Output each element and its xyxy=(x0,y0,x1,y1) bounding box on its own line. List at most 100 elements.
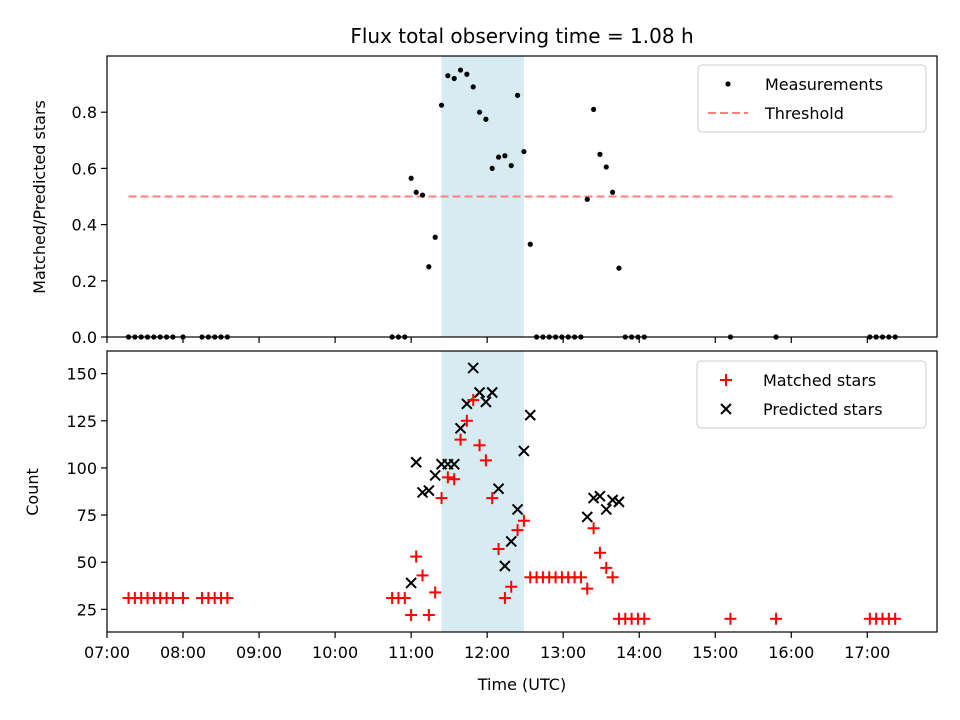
measurement-point xyxy=(483,116,489,122)
measurement-point xyxy=(445,73,451,79)
predicted-star-point xyxy=(492,482,505,495)
measurement-point xyxy=(527,241,533,247)
matched-star-point xyxy=(441,471,454,484)
predicted-star-point xyxy=(480,396,492,408)
predicted-star-point xyxy=(505,535,517,548)
matched-star-point xyxy=(581,582,594,595)
measurement-point xyxy=(495,154,502,160)
y-tick-label: 0.8 xyxy=(72,103,97,122)
matched-star-point xyxy=(724,612,737,625)
measurement-point xyxy=(419,192,426,198)
matched-star-point xyxy=(221,592,234,605)
legend: Matched stars Predicted stars xyxy=(696,360,927,429)
legend: Measurements Threshold xyxy=(697,64,927,133)
predicted-star-point xyxy=(405,577,417,589)
y-tick-label: 0.6 xyxy=(72,159,97,178)
matched-star-point xyxy=(593,546,606,559)
matched-star-point xyxy=(486,492,499,505)
matched-star-point xyxy=(498,592,511,605)
predicted-star-point xyxy=(467,362,479,374)
y-axis-ticks: 25 50 75 100 125 150 xyxy=(66,365,107,619)
matched-star-point xyxy=(454,433,467,446)
measurement-point xyxy=(502,153,508,159)
matched-star-point xyxy=(166,592,179,605)
matched-star-point xyxy=(505,580,518,593)
measurement-point xyxy=(438,102,445,108)
x-axis-ticks: 07:00 08:00 09:00 10:00 11:00 12:00 13:00 14:00… xyxy=(84,632,890,662)
matched-star-point xyxy=(492,543,505,556)
measurement-point xyxy=(514,92,521,98)
bottom-panel: 25 50 75 100 125 150 07:00 08:00 09:00 10:00 11:0… xyxy=(23,350,938,694)
predicted-star-point xyxy=(524,409,536,421)
matched-star-point xyxy=(405,609,418,622)
legend-label-measurements: Measurements xyxy=(765,75,883,94)
y-tick-label: 0.4 xyxy=(72,216,97,235)
legend-marker-matched xyxy=(720,374,732,386)
legend-marker-measurements xyxy=(725,81,731,87)
matched-star-point xyxy=(511,524,524,537)
x-tick-label: 14:00 xyxy=(616,643,662,662)
matched-star-point xyxy=(638,612,651,625)
matched-star-point xyxy=(416,569,429,582)
predicted-star-point xyxy=(600,503,612,516)
x-axis-label: Time (UTC) xyxy=(477,675,566,694)
legend-label-predicted: Predicted stars xyxy=(763,400,883,419)
measurement-point xyxy=(408,175,414,181)
y-tick-label: 0.2 xyxy=(72,272,97,291)
predicted-stars-points xyxy=(405,362,625,589)
matched-star-point xyxy=(770,612,783,625)
predicted-star-point xyxy=(581,511,593,523)
y-axis-label: Matched/Predicted stars xyxy=(30,100,49,294)
predicted-star-point xyxy=(423,484,435,497)
measurement-point xyxy=(508,162,514,169)
predicted-star-point xyxy=(613,496,625,508)
measurement-point xyxy=(413,189,419,195)
y-axis-ticks: 0.0 0.2 0.4 0.6 0.8 xyxy=(72,103,107,347)
y-tick-label: 100 xyxy=(66,459,97,478)
matched-star-point xyxy=(398,592,411,605)
legend-label-matched: Matched stars xyxy=(763,371,876,390)
matched-star-point xyxy=(435,492,448,505)
matched-star-point xyxy=(422,609,435,622)
y-tick-label: 125 xyxy=(66,412,97,431)
matched-stars-points xyxy=(122,394,902,625)
top-panel: 0.00.20.40.60.8 Matched/Predicted stars … xyxy=(30,55,938,347)
matched-star-point xyxy=(429,586,442,599)
predicted-star-point xyxy=(486,386,498,399)
matched-star-point xyxy=(889,612,902,625)
matched-star-point xyxy=(606,571,619,584)
measurement-point xyxy=(584,196,590,202)
predicted-star-point xyxy=(473,386,486,399)
predicted-star-point xyxy=(448,458,460,470)
measurement-point xyxy=(603,164,609,170)
x-tick-label: 08:00 xyxy=(160,643,206,662)
matched-star-point xyxy=(587,522,600,535)
matched-star-point xyxy=(517,514,530,527)
y-axis-label: Count xyxy=(23,468,42,516)
x-tick-label: 12:00 xyxy=(464,643,510,662)
y-tick-label: 0.0 xyxy=(72,328,97,347)
measurement-point xyxy=(451,75,457,82)
matched-star-point xyxy=(177,592,190,605)
y-tick-label: 150 xyxy=(66,365,97,384)
measurement-point xyxy=(590,106,597,112)
predicted-star-point xyxy=(606,494,619,506)
matched-star-point xyxy=(600,561,613,574)
measurement-point xyxy=(521,148,527,155)
predicted-star-point xyxy=(499,560,511,572)
predicted-star-point xyxy=(587,492,600,504)
measurement-point xyxy=(476,109,483,115)
y-tick-label: 50 xyxy=(77,553,97,572)
y-tick-label: 75 xyxy=(77,506,97,525)
chart-title: Flux total observing time = 1.08 h xyxy=(350,24,693,48)
x-tick-label: 15:00 xyxy=(692,643,738,662)
plot-frame xyxy=(106,55,938,338)
measurement-point xyxy=(457,67,464,73)
legend-marker-predicted xyxy=(720,403,732,415)
x-tick-label: 10:00 xyxy=(312,643,358,662)
x-tick-label: 16:00 xyxy=(768,643,814,662)
x-tick-label: 07:00 xyxy=(84,643,130,662)
x-axis-ticks xyxy=(106,337,868,343)
measurement-point xyxy=(464,71,470,77)
